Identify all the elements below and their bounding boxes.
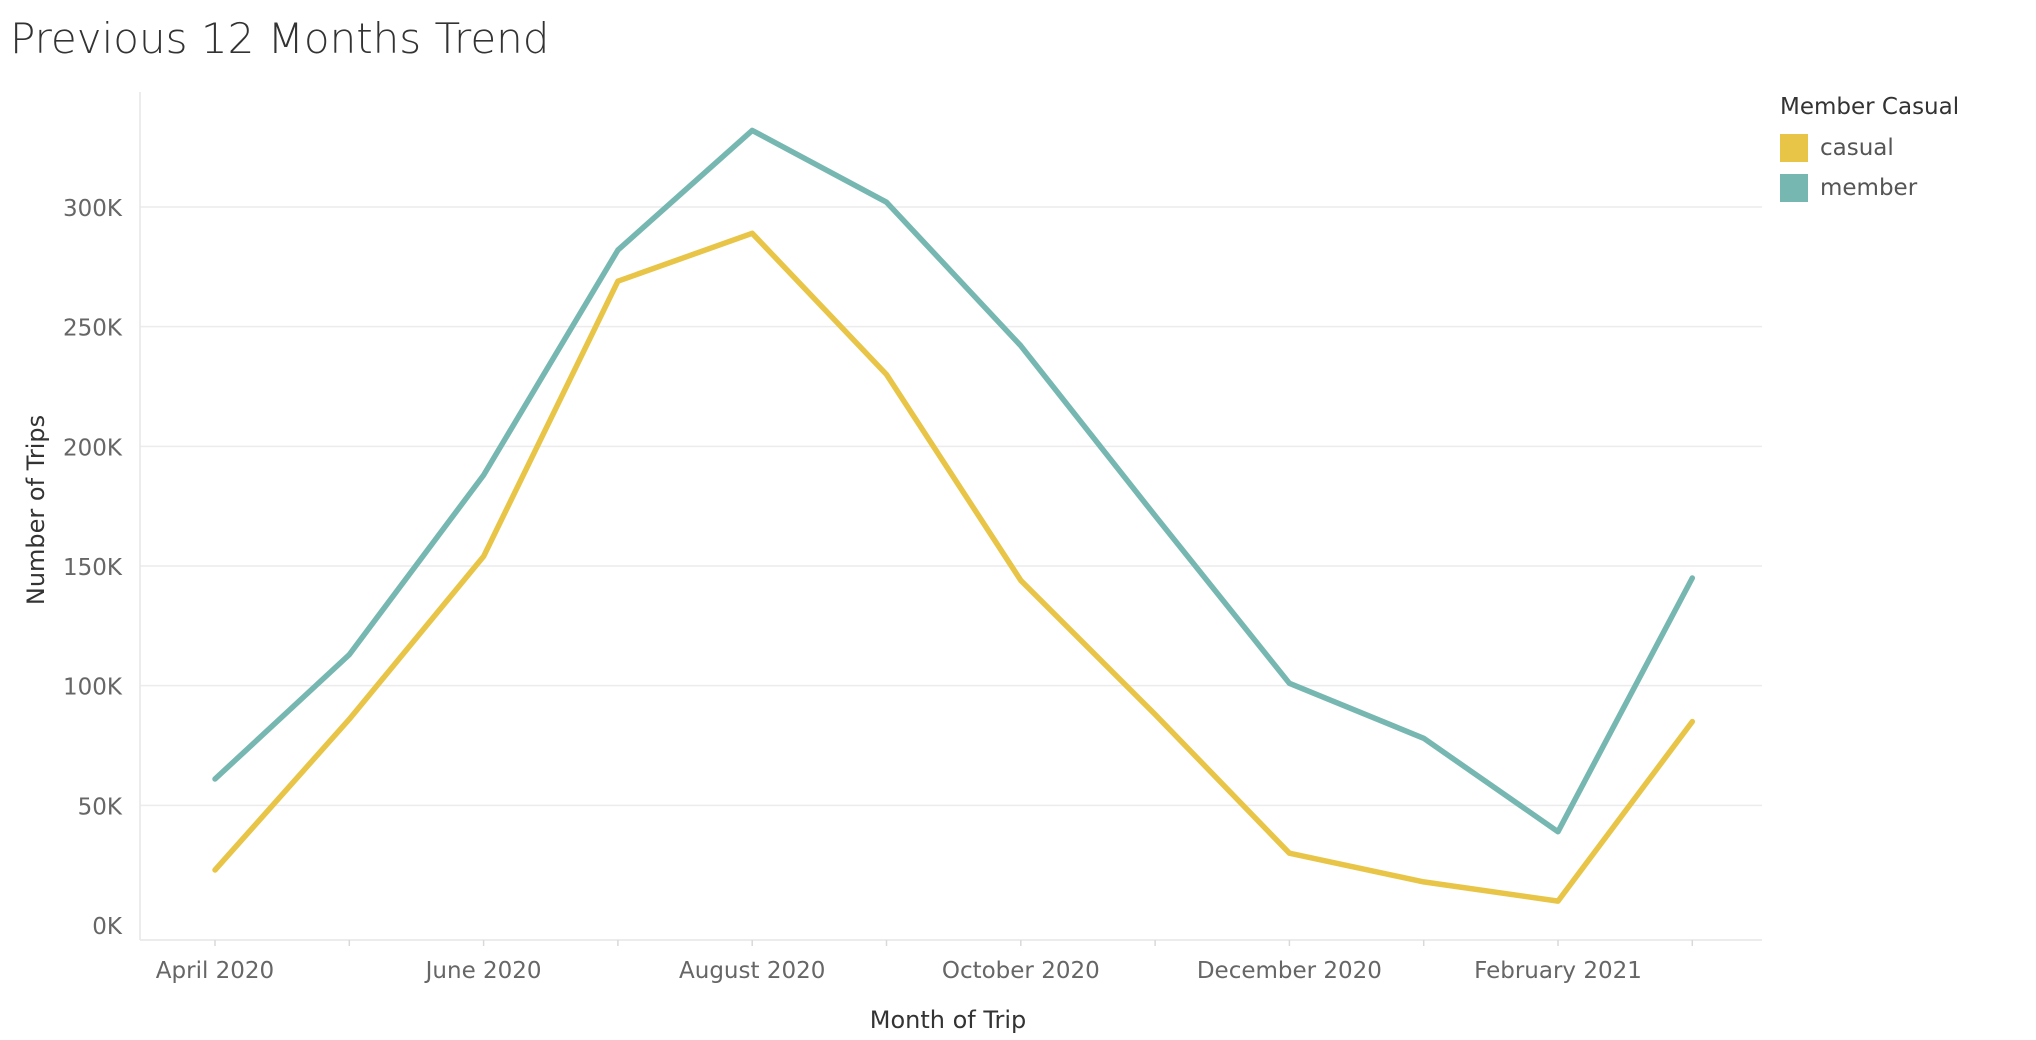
legend-label-member: member <box>1820 175 1918 201</box>
x-axis-label: Month of Trip <box>870 1006 1027 1034</box>
x-tick-label: December 2020 <box>1197 958 1382 984</box>
chart-title: Previous 12 Months Trend <box>10 14 550 63</box>
y-tick-label: 50K <box>78 794 123 820</box>
x-tick-label: April 2020 <box>156 958 274 984</box>
legend-item-member[interactable]: member <box>1780 168 1959 208</box>
x-tick-label: February 2021 <box>1474 958 1642 984</box>
series-lines <box>212 127 1696 904</box>
grid-lines <box>140 206 1762 807</box>
legend-title: Member Casual <box>1780 94 1960 120</box>
series-line-casual[interactable] <box>212 230 1696 904</box>
y-tick-label: 0K <box>92 914 123 940</box>
y-tick-label: 300K <box>63 196 123 222</box>
x-tick-label: June 2020 <box>424 958 542 984</box>
series-line-member[interactable] <box>212 127 1696 835</box>
legend-swatch-casual <box>1780 134 1808 162</box>
y-tick-label: 250K <box>63 316 123 342</box>
legend-item-casual[interactable]: casual <box>1780 128 1959 168</box>
legend: Member Casual casual member <box>1780 94 1959 208</box>
y-tick-label: 200K <box>63 435 123 461</box>
axes: 0K 50K 100K 150K 200K 250K 300K April 2020 June … <box>63 92 1762 984</box>
x-tick-label: October 2020 <box>942 958 1100 984</box>
y-axis-label: Number of Trips <box>22 415 50 605</box>
y-tick-label: 150K <box>63 555 123 581</box>
legend-label-casual: casual <box>1820 135 1894 161</box>
x-tick-label: August 2020 <box>679 958 825 984</box>
y-tick-label: 100K <box>63 675 123 701</box>
legend-swatch-member <box>1780 174 1808 202</box>
